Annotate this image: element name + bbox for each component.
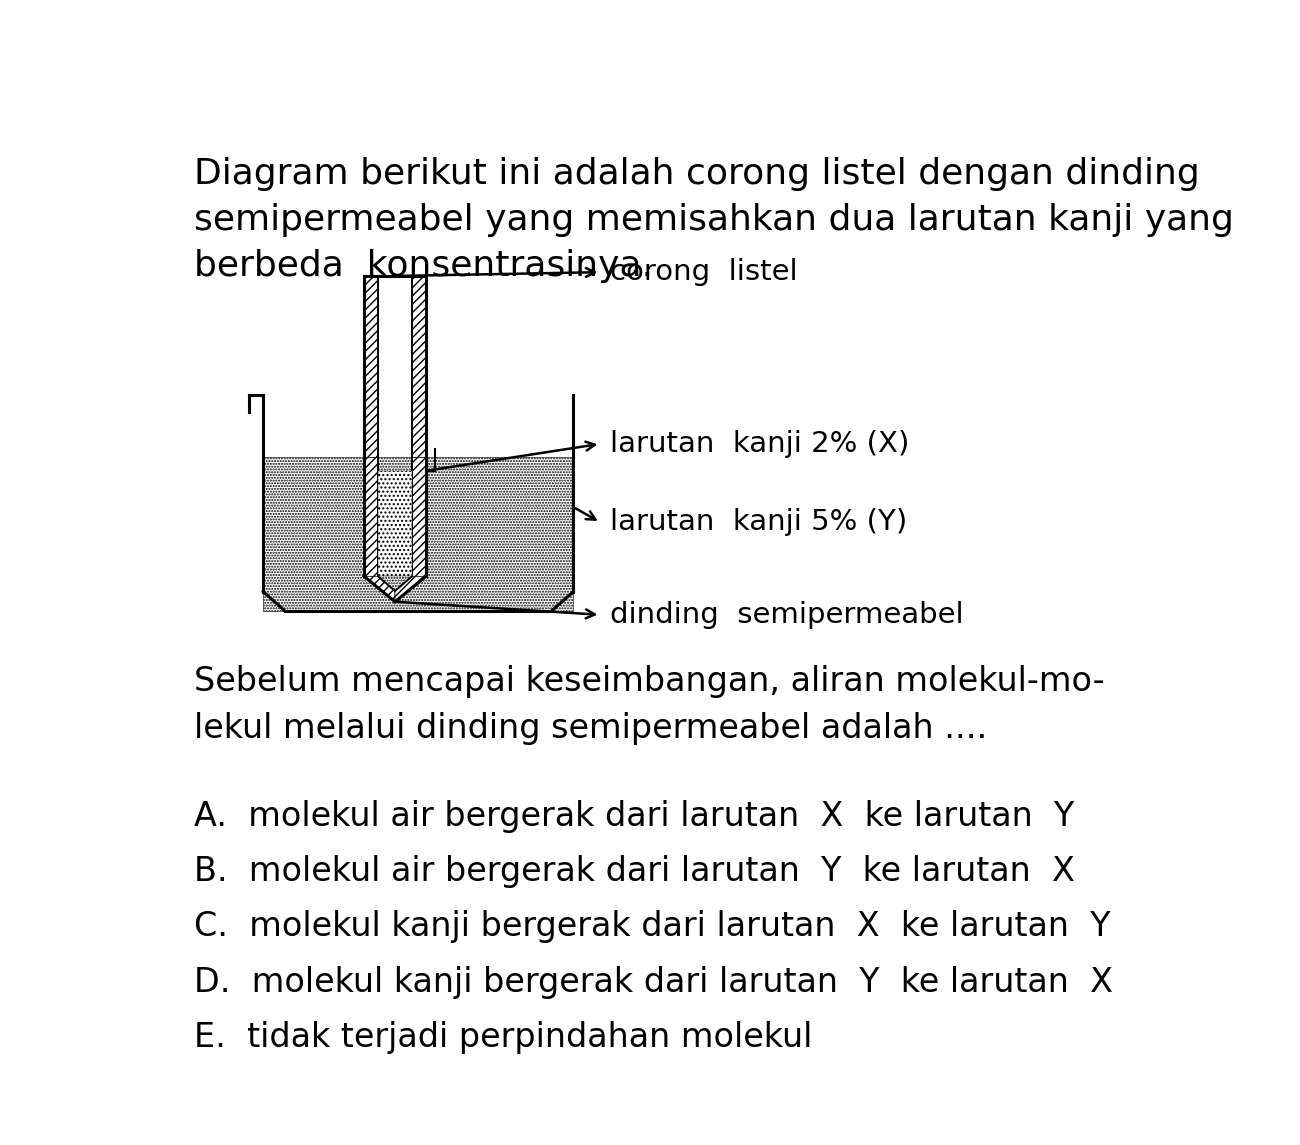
Text: D.  molekul kanji bergerak dari larutan  Y  ke larutan  X: D. molekul kanji bergerak dari larutan Y… (194, 966, 1113, 998)
Text: larutan  kanji 2% (X): larutan kanji 2% (X) (610, 429, 909, 458)
Polygon shape (395, 576, 426, 602)
Text: larutan  kanji 5% (Y): larutan kanji 5% (Y) (610, 508, 907, 536)
Polygon shape (263, 457, 573, 611)
Polygon shape (412, 276, 426, 457)
Text: dinding  semipermeabel: dinding semipermeabel (610, 601, 963, 629)
Polygon shape (364, 576, 395, 602)
Polygon shape (412, 457, 426, 576)
Text: C.  molekul kanji bergerak dari larutan  X  ke larutan  Y: C. molekul kanji bergerak dari larutan X… (194, 910, 1110, 943)
Polygon shape (378, 471, 412, 576)
Polygon shape (364, 276, 378, 457)
Polygon shape (364, 457, 378, 576)
Text: corong  listel: corong listel (610, 258, 797, 286)
Text: E.  tidak terjadi perpindahan molekul: E. tidak terjadi perpindahan molekul (194, 1021, 812, 1055)
Text: Sebelum mencapai keseimbangan, aliran molekul-mo-
lekul melalui dinding semiperm: Sebelum mencapai keseimbangan, aliran mo… (194, 665, 1104, 745)
Text: B.  molekul air bergerak dari larutan  Y  ke larutan  X: B. molekul air bergerak dari larutan Y k… (194, 855, 1074, 889)
Text: A.  molekul air bergerak dari larutan  X  ke larutan  Y: A. molekul air bergerak dari larutan X k… (194, 799, 1074, 832)
Text: Diagram berikut ini adalah corong listel dengan dinding
semipermeabel yang memis: Diagram berikut ini adalah corong listel… (194, 157, 1234, 283)
